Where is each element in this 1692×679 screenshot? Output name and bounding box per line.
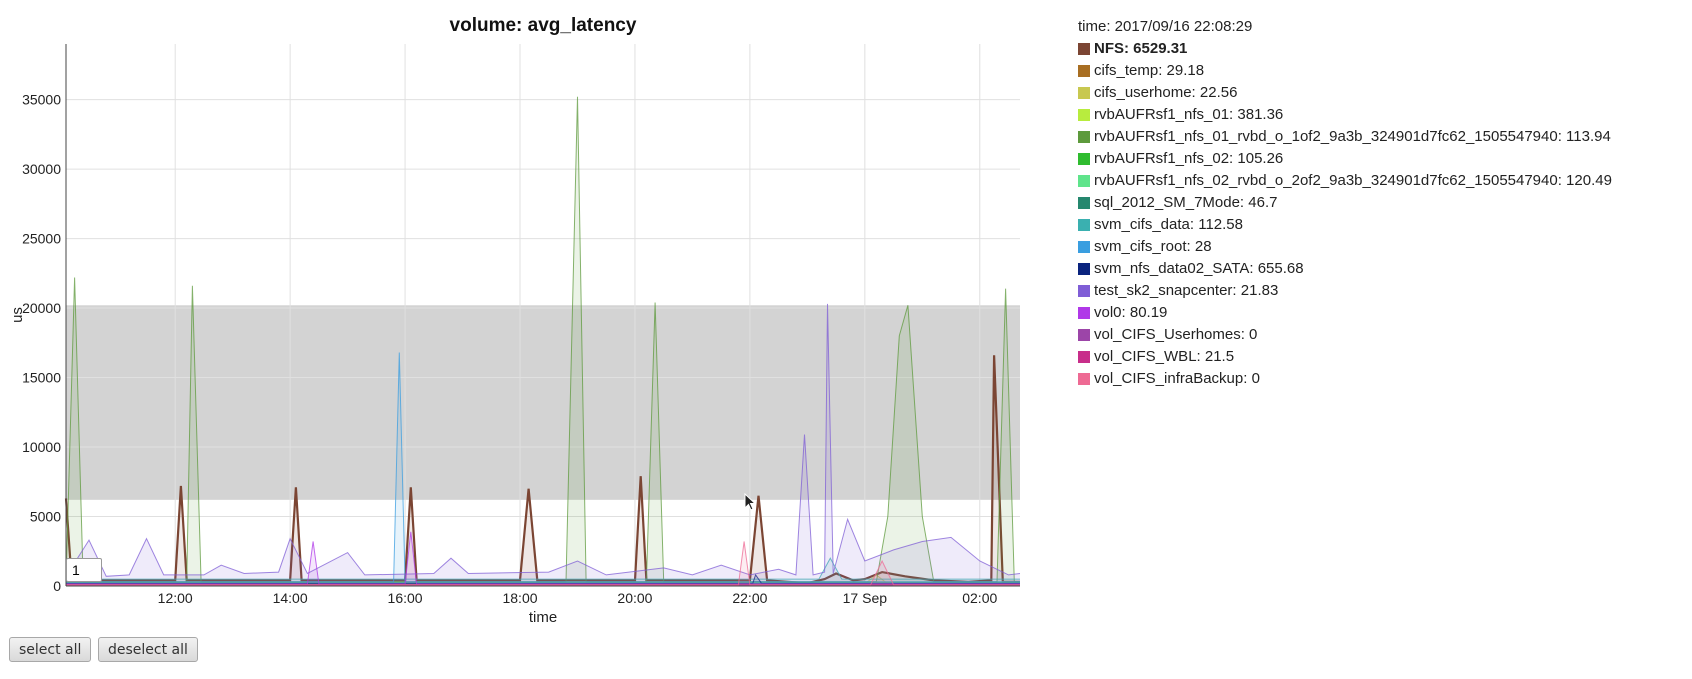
legend-label: rvbAUFRsf1_nfs_02_rvbd_o_2of2_9a3b_32490… [1094,172,1612,189]
legend-label: svm_cifs_root: 28 [1094,238,1212,255]
legend-swatch [1078,241,1090,253]
x-tick-label: 17 Sep [843,590,888,606]
mouse-pointer-icon [744,493,757,511]
y-tick-label: 0 [53,578,61,594]
legend-swatch [1078,153,1090,165]
legend-time: time: 2017/09/16 22:08:29 [1078,18,1253,35]
legend-item[interactable]: svm_cifs_data: 112.58 [1078,214,1612,236]
legend-item[interactable]: svm_cifs_root: 28 [1078,236,1612,258]
series-line [66,557,1020,580]
deselect-all-button[interactable]: deselect all [98,637,198,662]
y-tick-label: 25000 [22,231,61,247]
x-tick-label: 12:00 [158,590,193,606]
legend-label: vol_CIFS_WBL: 21.5 [1094,348,1235,365]
legend-item[interactable]: rvbAUFRsf1_nfs_01: 381.36 [1078,104,1612,126]
roll-period-input[interactable] [66,558,102,582]
legend-swatch [1078,175,1090,187]
latency-chart[interactable]: 0 5000 10000 15000 20000 25000 30000 35000 12:00… [0,0,1040,640]
series-line [65,303,1021,577]
legend-swatch [1078,307,1090,319]
legend-item[interactable]: sql_2012_SM_7Mode: 46.7 [1078,192,1612,214]
series-line [66,531,1020,585]
legend-items: NFS: 6529.31 cifs_temp: 29.18 cifs_userhom… [1078,38,1612,390]
legend-swatch [1078,43,1090,55]
legend-label: vol_CIFS_Userhomes: 0 [1094,326,1258,343]
legend-label: cifs_userhome: 22.56 [1094,84,1238,101]
select-all-button[interactable]: select all [9,637,92,662]
legend-label: test_sk2_snapcenter: 21.83 [1094,282,1279,299]
legend-item[interactable]: cifs_userhome: 22.56 [1078,82,1612,104]
chart-title: volume: avg_latency [450,15,637,36]
legend-item[interactable]: vol_CIFS_Userhomes: 0 [1078,324,1612,346]
legend-label: rvbAUFRsf1_nfs_01: 381.36 [1094,106,1284,123]
legend-swatch [1078,131,1090,143]
legend-swatch [1078,329,1090,341]
x-tick-label: 20:00 [617,590,652,606]
legend-item[interactable]: svm_nfs_data02_SATA: 655.68 [1078,258,1612,280]
legend-item[interactable]: rvbAUFRsf1_nfs_02_rvbd_o_2of2_9a3b_32490… [1078,170,1612,192]
series-line [66,352,1020,583]
legend-label: vol0: 80.19 [1094,304,1168,321]
series-area [66,303,1020,586]
highlight-band [66,305,1020,500]
x-tick-label: 02:00 [962,590,997,606]
legend-item[interactable]: vol_CIFS_WBL: 21.5 [1078,346,1612,368]
y-tick-label: 15000 [22,370,61,386]
legend-swatch [1078,263,1090,275]
x-tick-label: 18:00 [502,590,537,606]
legend-swatch [1078,197,1090,209]
y-tick-label: 35000 [22,92,61,108]
y-tick-label: 20000 [22,300,61,316]
legend-item[interactable]: vol0: 80.19 [1078,302,1612,324]
x-tick-label: 22:00 [732,590,767,606]
legend-item[interactable]: NFS: 6529.31 [1078,38,1612,60]
chart-area[interactable]: 0 5000 10000 15000 20000 25000 30000 35000 12:00… [0,0,1040,640]
series-line [66,573,1020,584]
x-tick-label: 16:00 [388,590,423,606]
legend-item[interactable]: rvbAUFRsf1_nfs_02: 105.26 [1078,148,1612,170]
legend-swatch [1078,351,1090,363]
legend-item[interactable]: cifs_temp: 29.18 [1078,60,1612,82]
x-tick-label: 14:00 [273,590,308,606]
legend-item[interactable]: rvbAUFRsf1_nfs_01_rvbd_o_1of2_9a3b_32490… [1078,126,1612,148]
legend-label: rvbAUFRsf1_nfs_02: 105.26 [1094,150,1284,167]
legend-label: svm_nfs_data02_SATA: 655.68 [1094,260,1304,277]
legend-label: svm_cifs_data: 112.58 [1094,216,1243,233]
legend-label: NFS: 6529.31 [1094,40,1188,57]
legend-item[interactable]: vol_CIFS_infraBackup: 0 [1078,368,1612,390]
x-axis-label: time [529,609,557,626]
series-area [66,96,1020,587]
legend-swatch [1078,285,1090,297]
y-tick-label: 10000 [22,439,61,455]
y-tick-label: 30000 [22,161,61,177]
legend-swatch [1078,373,1090,385]
legend-swatch [1078,219,1090,231]
legend-label: vol_CIFS_infraBackup: 0 [1094,370,1260,387]
legend-label: sql_2012_SM_7Mode: 46.7 [1094,194,1278,211]
legend-label: rvbAUFRsf1_nfs_01_rvbd_o_1of2_9a3b_32490… [1094,128,1611,145]
y-tick-label: 5000 [30,509,61,525]
legend-swatch [1078,109,1090,121]
series-line [66,541,1020,586]
legend-label: cifs_temp: 29.18 [1094,62,1205,79]
y-axis-label: us [9,307,26,323]
legend: time: 2017/09/16 22:08:29 NFS: 6529.31 ci… [1078,16,1612,390]
legend-swatch [1078,65,1090,77]
legend-swatch [1078,87,1090,99]
legend-item[interactable]: test_sk2_snapcenter: 21.83 [1078,280,1612,302]
